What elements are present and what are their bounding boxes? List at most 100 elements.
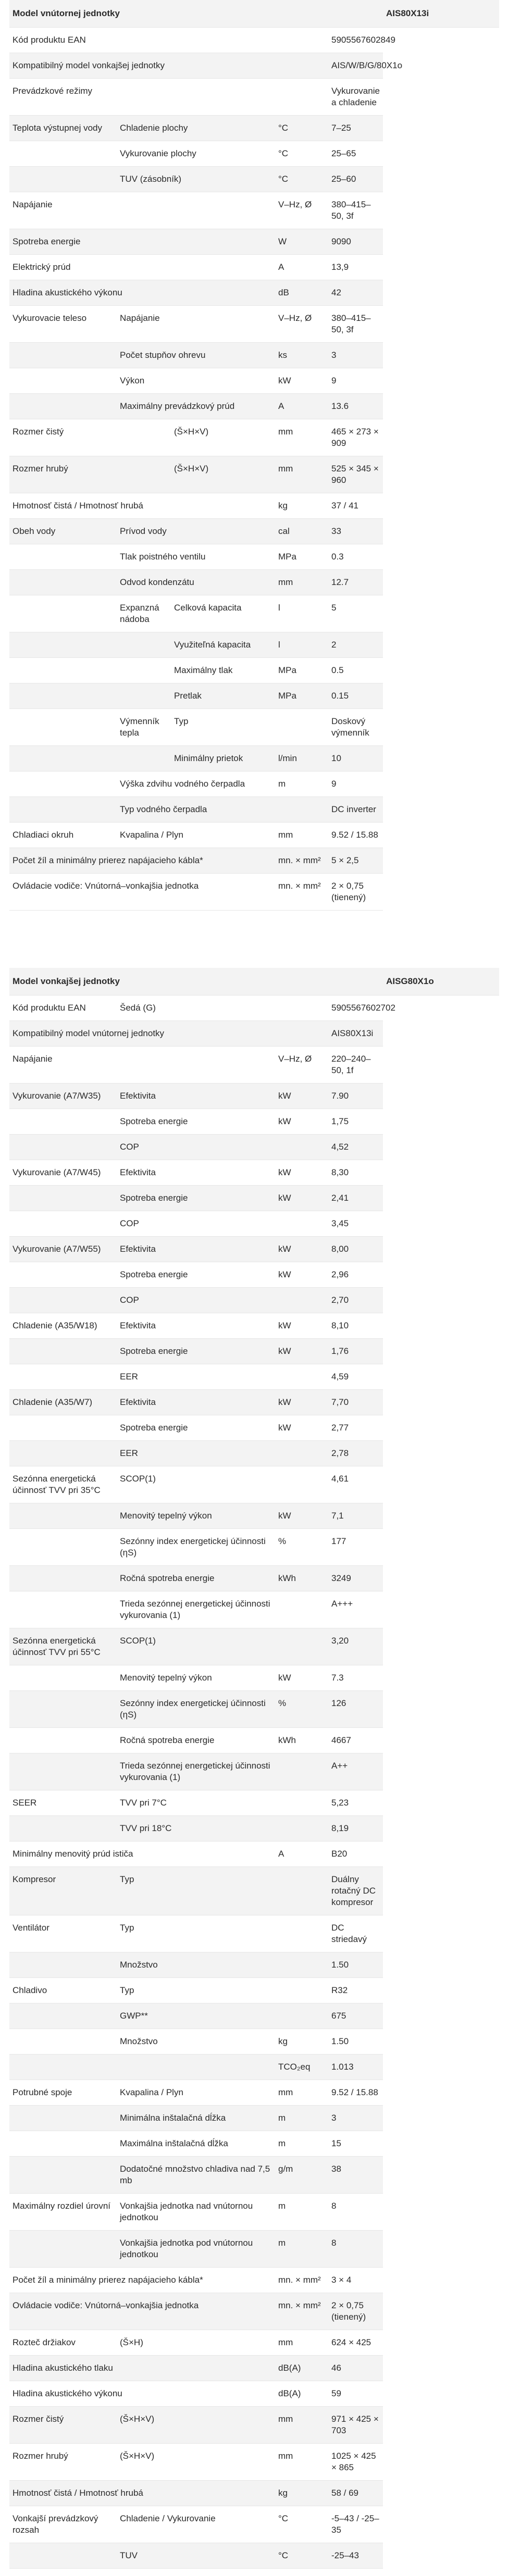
spec-label	[9, 1440, 117, 1466]
spec-value: 2 × 0,75 (tienený)	[328, 2293, 383, 2330]
spec-unit: kW	[275, 1338, 328, 1364]
spec-unit: V–Hz, Ø	[275, 1046, 328, 1084]
spec-sublabel: Výmenník tepla	[117, 708, 171, 746]
spec-label: Napájanie	[9, 1046, 275, 1084]
spec-row: Hladina akustického tlaku dB(A) 46	[9, 2355, 499, 2381]
spec-label: SEER	[9, 1790, 117, 1816]
spec-value: 7–25	[328, 115, 383, 141]
spec-sublabel: Počet stupňov ohrevu	[117, 342, 275, 368]
spec-row: Vykurovanie (A7/W35) Efektivita kW 7.90	[9, 1083, 499, 1109]
spec-unit: l	[275, 595, 328, 632]
spec-label	[9, 1211, 117, 1237]
spec-unit: kg	[275, 2480, 328, 2506]
spec-value: 8,19	[328, 1815, 383, 1841]
spec-unit: kW	[275, 1503, 328, 1529]
spec-row: COP 4,52	[9, 1134, 499, 1160]
spec-label: Kompatibilný model vnútornej jednotky	[9, 1021, 275, 1047]
spec-unit: mn. × mm²	[275, 848, 328, 874]
indoor-spec-table: Model vnútornej jednotky AIS80X13i Kód p…	[9, 0, 500, 911]
spec-unit: kg	[275, 2029, 328, 2055]
spec-label	[9, 1364, 117, 1390]
spec-row: Elektrický prúd A 13,9	[9, 254, 499, 280]
spec-row: Vonkajšia jednotka pod vnútornou jednotk…	[9, 2230, 499, 2268]
spec-sublabel: Vonkajšia jednotka nad vnútornou jednotk…	[117, 2193, 275, 2231]
outdoor-spec-table: Model vonkajšej jednotky AISG80X1o Kód p…	[9, 968, 500, 2569]
spec-unit: mm	[275, 419, 328, 456]
spec-label	[9, 2029, 117, 2055]
spec-row: TVV pri 18°C 8,19	[9, 1815, 499, 1841]
spec-sublabel: Kvapalina / Plyn	[117, 2080, 275, 2106]
spec-value: 9.52 / 15.88	[328, 2080, 383, 2106]
spec-label	[9, 544, 117, 570]
spec-row: Maximálny prevádzkový prúd A 13.6	[9, 393, 499, 419]
spec-value: -5–43 / -25–35	[328, 2506, 383, 2543]
spec-unit: V–Hz, Ø	[275, 305, 328, 343]
spec-value: DC inverter	[328, 797, 383, 823]
spec-unit: A	[275, 254, 328, 280]
spec-value: 4,61	[328, 1466, 383, 1503]
spec-sublabel	[117, 657, 171, 683]
section-gap	[9, 911, 499, 968]
spec-unit: °C	[275, 2506, 328, 2543]
spec-label: Napájanie	[9, 192, 275, 229]
spec-sublabel: (Š×H×V)	[171, 419, 275, 456]
spec-value: 2 × 0,75 (tienený)	[328, 873, 383, 911]
spec-sublabel: Odvod kondenzátu	[117, 569, 275, 595]
spec-sublabel	[117, 2054, 275, 2080]
spec-value: 4667	[328, 1727, 383, 1753]
spec-unit	[275, 1021, 328, 1047]
spec-row: Ovládacie vodiče: Vnútorná–vonkajšia jed…	[9, 873, 499, 911]
spec-row: TUV °C -25–43	[9, 2543, 499, 2569]
spec-row: Chladivo Typ R32	[9, 1977, 499, 2003]
spec-row: Vykurovanie (A7/W45) Efektivita kW 8,30	[9, 1160, 499, 1186]
spec-unit: %	[275, 1528, 328, 1566]
spec-row: Využiteľná kapacita l 2	[9, 632, 499, 658]
spec-sublabel: Množstvo	[117, 1952, 275, 1978]
spec-sublabel: Typ	[117, 1866, 275, 1915]
spec-label: Chladenie (A35/W7)	[9, 1389, 117, 1415]
spec-unit	[275, 1287, 328, 1313]
spec-label	[9, 1415, 117, 1441]
spec-sublabel	[117, 745, 171, 771]
spec-unit: mm	[275, 822, 328, 848]
spec-unit: °C	[275, 115, 328, 141]
spec-value: 2	[328, 632, 383, 658]
spec-subsublabel: Pretlak	[171, 683, 275, 709]
spec-sublabel: Výkon	[117, 368, 275, 394]
spec-sublabel: TVV pri 18°C	[117, 1815, 275, 1841]
spec-unit: mm	[275, 2330, 328, 2356]
spec-value: 2,96	[328, 1262, 383, 1288]
spec-value: 177	[328, 1528, 383, 1566]
spec-row: Počet žíl a minimálny prierez napájacieh…	[9, 848, 499, 874]
spec-value: 126	[328, 1690, 383, 1728]
spec-unit: m	[275, 2105, 328, 2131]
spec-sublabel: Ročná spotreba energie	[117, 1565, 275, 1591]
spec-unit: mn. × mm²	[275, 2293, 328, 2330]
spec-sublabel: Maximálna inštalačná dĺžka	[117, 2131, 275, 2157]
spec-unit: A	[275, 1841, 328, 1867]
spec-value: 3,45	[328, 1211, 383, 1237]
spec-value: DC striedavý	[328, 1915, 383, 1952]
spec-unit	[275, 27, 328, 53]
spec-row: Množstvo 1.50	[9, 1952, 499, 1978]
spec-row: Chladenie (A35/W7) Efektivita kW 7,70	[9, 1389, 499, 1415]
outdoor-header-row: Model vonkajšej jednotky AISG80X1o	[9, 968, 500, 995]
spec-sublabel: Sezónny index energetickej účinnosti (ηS…	[117, 1528, 275, 1566]
spec-sublabel: Menovitý tepelný výkon	[117, 1665, 275, 1691]
spec-unit: cal	[275, 518, 328, 544]
spec-sublabel: Ročná spotreba energie	[117, 1727, 275, 1753]
spec-label	[9, 368, 117, 394]
spec-row: Teplota výstupnej vody Chladenie plochy °C…	[9, 115, 499, 141]
spec-label: Chladiaci okruh	[9, 822, 117, 848]
spec-row: EER 4,59	[9, 1364, 499, 1390]
spec-row: COP 3,45	[9, 1211, 499, 1237]
spec-label: Vykurovanie (A7/W45)	[9, 1160, 117, 1186]
spec-unit	[275, 1753, 328, 1790]
spec-unit	[275, 1364, 328, 1390]
spec-label: Rozmer čistý	[9, 2406, 117, 2444]
spec-row: Expanzná nádoba Celková kapacita l 5	[9, 595, 499, 632]
spec-row: Potrubné spoje Kvapalina / Plyn mm 9.52 / 1…	[9, 2080, 499, 2106]
spec-value: R32	[328, 1977, 383, 2003]
spec-label: Počet žíl a minimálny prierez napájacieh…	[9, 848, 275, 874]
spec-sublabel: TVV pri 7°C	[117, 1790, 275, 1816]
